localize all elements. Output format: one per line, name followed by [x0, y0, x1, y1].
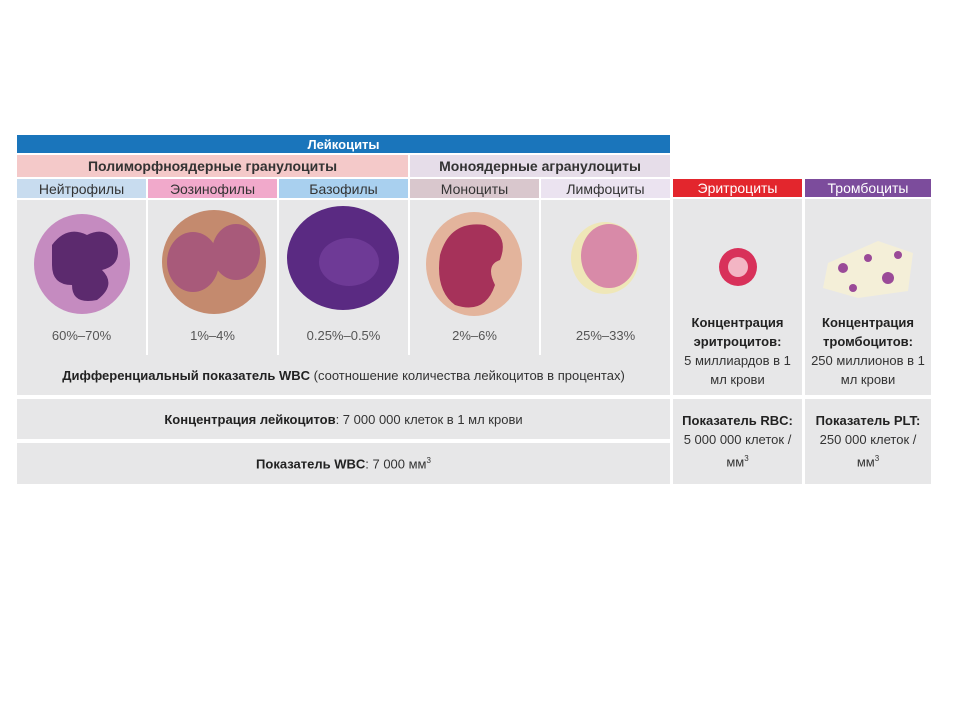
cell-name: Лимфоциты: [541, 179, 670, 198]
erythrocyte-panel: Концентрация эритроцитов: 5 миллиардов в…: [673, 199, 802, 395]
label: Концентрация тромбоцитов:: [822, 315, 914, 349]
sup: 3: [426, 455, 431, 465]
text: : 7 000 000 клеток в 1 мл крови: [335, 411, 523, 427]
cell-name: Эозинофилы: [148, 179, 277, 198]
label: Концентрация эритроцитов:: [691, 315, 784, 349]
cell-name: Базофилы: [279, 179, 408, 198]
label: Показатель WBC: [256, 456, 366, 472]
erythrocyte-image: [718, 248, 757, 286]
text: 250 000 клеток / мм: [819, 432, 917, 470]
wbc-row: Показатель WBC: 7 000 мм3: [17, 443, 670, 484]
platelet-image: [823, 241, 913, 298]
concentration-row: Концентрация лейкоцитов: 7 000 000 клето…: [17, 399, 670, 439]
text: : 7 000 мм: [365, 456, 427, 472]
text: 5 000 000 клеток / мм: [683, 432, 792, 470]
monocyte-image: [426, 212, 522, 316]
label: Показатель RBC:: [682, 413, 793, 429]
differential-row: Дифференциальный показатель WBC (соотнош…: [17, 355, 670, 395]
group: Моноядерные агранулоциты: [410, 155, 670, 177]
neutrophil-image: [34, 214, 130, 314]
share: 1%–4%: [190, 328, 235, 343]
label: Показатель PLT:: [815, 413, 921, 429]
sup: 3: [744, 454, 749, 464]
share: 60%–70%: [51, 328, 112, 343]
share: 0.25%–0.5%: [306, 328, 381, 343]
share: 25%–33%: [575, 328, 636, 343]
basophil-image: [287, 206, 399, 310]
cell-name: Нейтрофилы: [17, 179, 146, 198]
text: 250 миллионов в 1 мл крови: [811, 353, 925, 387]
platelet-panel: Концентрация тромбоцитов: 250 миллионов …: [805, 199, 931, 395]
label: Дифференциальный показатель WBC: [62, 367, 311, 383]
sup: 3: [874, 454, 880, 464]
cell-name: Моноциты: [410, 179, 539, 198]
lymphocyte-image: [571, 222, 639, 294]
eosinophil-image: [162, 210, 266, 314]
plt-panel: Показатель PLT: 250 000 клеток / мм3: [805, 399, 931, 484]
label: Концентрация лейкоцитов: [164, 411, 336, 427]
header: Лейкоциты: [17, 135, 670, 153]
text: 5 миллиардов в 1 мл крови: [684, 353, 791, 387]
rbc-panel: Показатель RBC: 5 000 000 клеток / мм3: [673, 399, 802, 484]
cell-name: Тромбоциты: [805, 179, 931, 197]
note: (соотношение количества лейкоцитов в про…: [310, 367, 625, 383]
cell-name: Эритроциты: [673, 179, 802, 197]
share: 2%–6%: [452, 328, 497, 343]
group: Полиморфноядерные гранулоциты: [17, 155, 408, 177]
